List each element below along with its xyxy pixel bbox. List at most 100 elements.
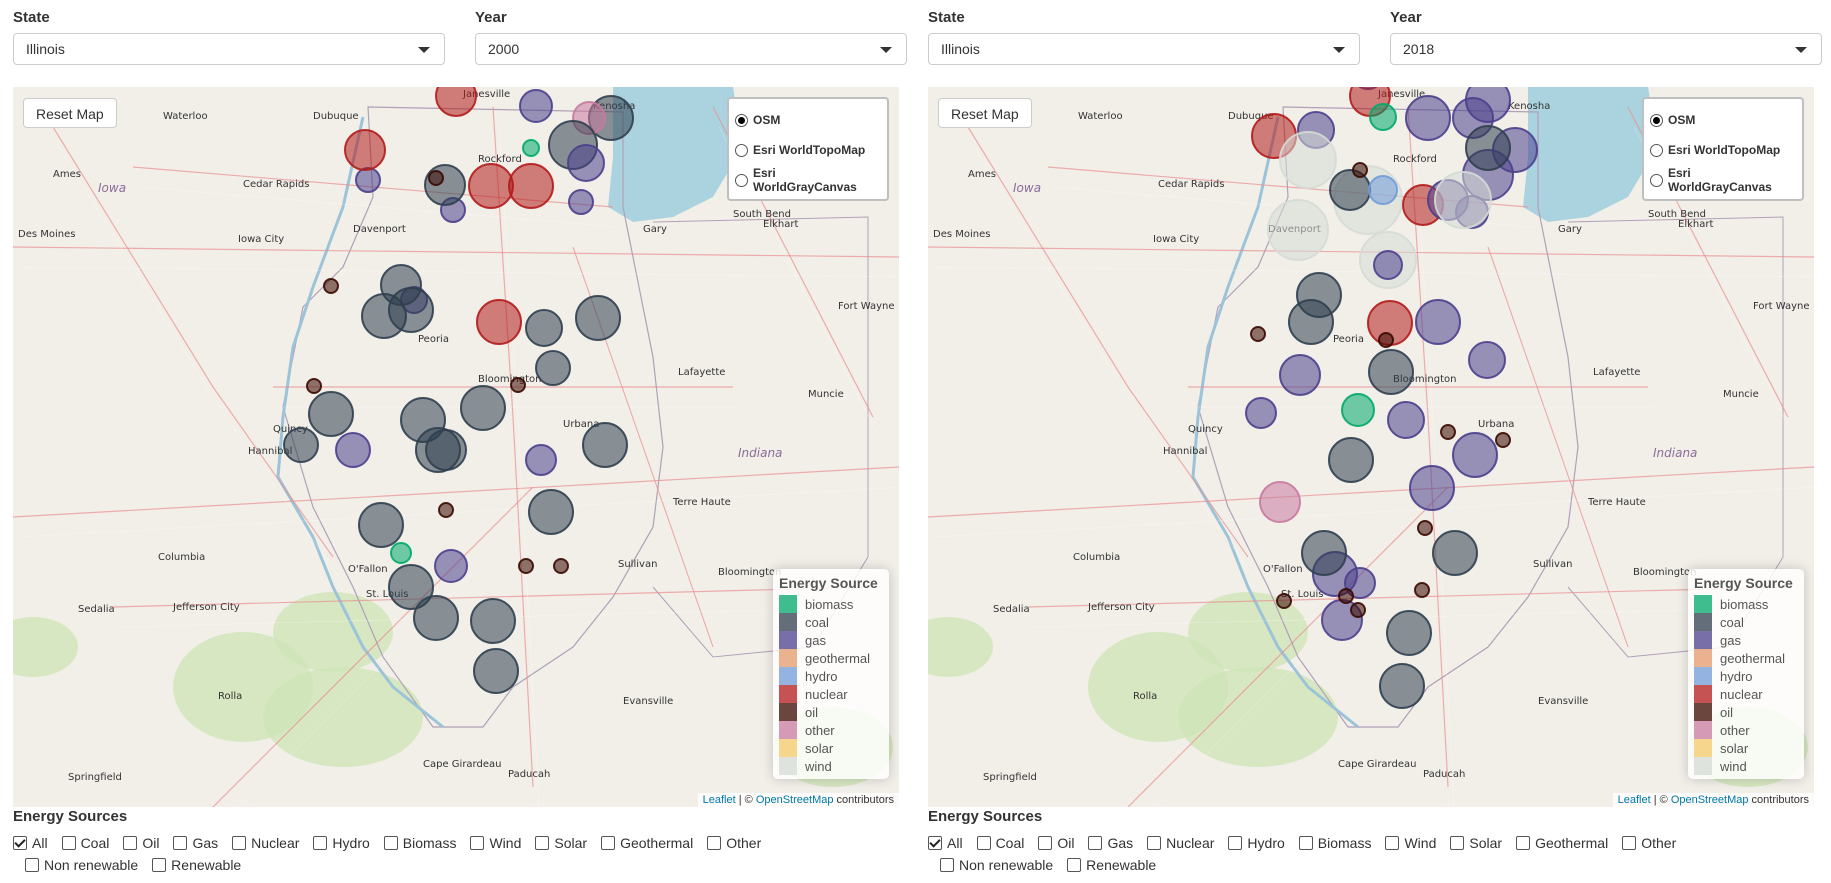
- checkbox-other[interactable]: Other: [1622, 832, 1676, 854]
- checkbox-renewable[interactable]: Renewable: [152, 854, 241, 876]
- plant-marker-gas[interactable]: [1344, 567, 1376, 599]
- plant-marker-coal[interactable]: [308, 391, 354, 437]
- checkbox-icon[interactable]: [1516, 836, 1531, 850]
- checkbox-icon[interactable]: [25, 858, 39, 872]
- checkbox-nuclear[interactable]: Nuclear: [232, 832, 299, 854]
- plant-marker-coal[interactable]: [1301, 530, 1347, 576]
- plant-marker-oil[interactable]: [1440, 424, 1456, 440]
- plant-marker-other[interactable]: [1259, 481, 1301, 523]
- layer-option[interactable]: Esri WorldGrayCanvas: [1650, 165, 1796, 195]
- checkbox-biomass[interactable]: Biomass: [1298, 832, 1371, 854]
- plant-marker-nuclear[interactable]: [476, 299, 522, 345]
- osm-link[interactable]: OpenStreetMap: [1670, 794, 1749, 806]
- plant-marker-coal[interactable]: [283, 427, 319, 463]
- checkbox-solar[interactable]: Solar: [535, 832, 587, 854]
- plant-marker-coal[interactable]: [424, 164, 466, 206]
- plant-marker-gas[interactable]: [1245, 397, 1277, 429]
- checkbox-oil[interactable]: Oil: [123, 832, 159, 854]
- checkbox-non-renewable[interactable]: Non renewable: [940, 854, 1053, 876]
- plant-marker-gas[interactable]: [1468, 341, 1506, 379]
- plant-marker-oil[interactable]: [1352, 162, 1368, 178]
- checkbox-all[interactable]: All: [13, 832, 48, 854]
- plant-marker-nuclear[interactable]: [468, 163, 514, 209]
- map[interactable]: JanesvilleKenoshaWaterlooDubuqueRockford…: [13, 87, 899, 807]
- plant-marker-gas[interactable]: [525, 444, 557, 476]
- plant-marker-coal[interactable]: [525, 309, 563, 347]
- plant-marker-oil[interactable]: [553, 558, 569, 574]
- layer-option[interactable]: Esri WorldGrayCanvas: [735, 165, 881, 195]
- checkbox-icon[interactable]: [313, 836, 328, 850]
- layer-option[interactable]: Esri WorldTopoMap: [735, 135, 881, 165]
- plant-marker-nuclear[interactable]: [508, 163, 554, 209]
- checkbox-icon[interactable]: [1147, 836, 1162, 850]
- layer-option[interactable]: OSM: [1650, 105, 1796, 135]
- plant-marker-oil[interactable]: [428, 170, 444, 186]
- checkbox-coal[interactable]: Coal: [61, 832, 109, 854]
- checkbox-geothermal[interactable]: Geothermal: [601, 832, 693, 854]
- layer-option[interactable]: OSM: [735, 105, 881, 135]
- plant-marker-coal[interactable]: [575, 295, 621, 341]
- checkbox-icon[interactable]: [470, 836, 485, 850]
- plant-marker-coal[interactable]: [1465, 125, 1511, 171]
- checkbox-non-renewable[interactable]: Non renewable: [25, 854, 138, 876]
- plant-marker-oil[interactable]: [1350, 602, 1366, 618]
- plant-marker-coal[interactable]: [1368, 349, 1414, 395]
- checkbox-wind[interactable]: Wind: [470, 832, 521, 854]
- year-select[interactable]: 2000: [475, 33, 907, 65]
- checkbox-icon[interactable]: [601, 836, 616, 850]
- checkbox-hydro[interactable]: Hydro: [1228, 832, 1285, 854]
- plant-marker-oil[interactable]: [1378, 332, 1394, 348]
- checkbox-icon[interactable]: [1067, 858, 1082, 872]
- plant-marker-coal[interactable]: [1379, 663, 1425, 709]
- checkbox-icon[interactable]: [940, 858, 954, 872]
- plant-marker-gas[interactable]: [335, 432, 371, 468]
- plant-marker-hydro[interactable]: [1368, 175, 1398, 205]
- plant-marker-biomass[interactable]: [522, 139, 540, 157]
- radio-icon[interactable]: [735, 113, 748, 127]
- reset-map-button[interactable]: Reset Map: [938, 98, 1032, 128]
- plant-marker-coal[interactable]: [388, 564, 434, 610]
- checkbox-biomass[interactable]: Biomass: [383, 832, 456, 854]
- checkbox-icon[interactable]: [928, 836, 942, 850]
- plant-marker-nuclear[interactable]: [344, 129, 386, 171]
- plant-marker-gas[interactable]: [355, 167, 381, 193]
- plant-marker-gas[interactable]: [434, 549, 468, 583]
- checkbox-all[interactable]: All: [928, 832, 963, 854]
- checkbox-oil[interactable]: Oil: [1038, 832, 1074, 854]
- checkbox-icon[interactable]: [1038, 836, 1053, 850]
- checkbox-icon[interactable]: [707, 836, 722, 850]
- plant-marker-oil[interactable]: [518, 558, 534, 574]
- checkbox-coal[interactable]: Coal: [976, 832, 1024, 854]
- plant-marker-oil[interactable]: [438, 502, 454, 518]
- plant-marker-gas[interactable]: [568, 189, 594, 215]
- checkbox-icon[interactable]: [152, 858, 167, 872]
- plant-marker-coal[interactable]: [1288, 299, 1334, 345]
- plant-marker-gas[interactable]: [1279, 354, 1321, 396]
- plant-marker-oil[interactable]: [323, 278, 339, 294]
- osm-link[interactable]: OpenStreetMap: [755, 794, 834, 806]
- plant-marker-coal[interactable]: [473, 648, 519, 694]
- plant-marker-gas[interactable]: [1465, 87, 1511, 123]
- plant-marker-nuclear[interactable]: [435, 87, 477, 117]
- radio-icon[interactable]: [735, 143, 748, 157]
- plant-marker-oil[interactable]: [1417, 520, 1433, 536]
- plant-marker-wind[interactable]: [1279, 131, 1337, 189]
- plant-marker-coal[interactable]: [535, 350, 571, 386]
- plant-marker-coal[interactable]: [1386, 610, 1432, 656]
- plant-marker-biomass[interactable]: [1341, 393, 1375, 427]
- state-select[interactable]: Illinois: [928, 33, 1360, 65]
- checkbox-icon[interactable]: [1228, 836, 1243, 850]
- checkbox-geothermal[interactable]: Geothermal: [1516, 832, 1608, 854]
- checkbox-renewable[interactable]: Renewable: [1067, 854, 1156, 876]
- plant-marker-coal[interactable]: [470, 598, 516, 644]
- plant-marker-coal[interactable]: [1328, 437, 1374, 483]
- checkbox-gas[interactable]: Gas: [173, 832, 218, 854]
- plant-marker-oil[interactable]: [510, 377, 526, 393]
- leaflet-link[interactable]: Leaflet: [702, 794, 736, 806]
- checkbox-icon[interactable]: [123, 836, 138, 850]
- plant-marker-oil[interactable]: [1495, 432, 1511, 448]
- checkbox-wind[interactable]: Wind: [1385, 832, 1436, 854]
- layer-control[interactable]: OSM Esri WorldTopoMap Esri WorldGrayCanvas: [727, 97, 889, 201]
- checkbox-icon[interactable]: [61, 836, 76, 850]
- checkbox-icon[interactable]: [173, 836, 188, 850]
